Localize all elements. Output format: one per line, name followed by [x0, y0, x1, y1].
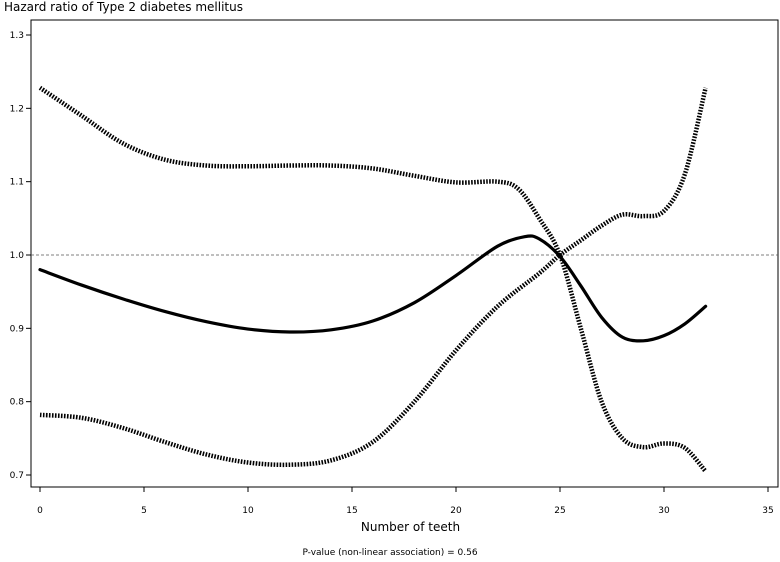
- y-tick-label-2: 0.9: [10, 324, 25, 334]
- x-tick-label-5: 25: [554, 506, 565, 516]
- x-tick-label-0: 0: [37, 506, 43, 516]
- x-tick-label-7: 35: [762, 506, 773, 516]
- y-tick-label-4: 1.1: [10, 178, 24, 188]
- axes: [30, 19, 779, 488]
- x-tick-label-6: 30: [658, 506, 670, 516]
- lower-ci-line: [39, 87, 708, 468]
- y-tick-label-1: 0.8: [10, 398, 25, 408]
- y-tick-label-3: 1.0: [10, 251, 25, 261]
- chart-title: Hazard ratio of Type 2 diabetes mellitus: [4, 0, 243, 14]
- upper-ci-line: [38, 85, 708, 473]
- hazard-ratio-line: [38, 234, 708, 343]
- x-tick-label-4: 20: [450, 506, 462, 516]
- y-tick-label-5: 1.2: [10, 104, 24, 114]
- ticks-group: 0 5 10 15 20 25 30 35 0.7 0.8 0.9 1.0 1.1 1.2 1.3: [10, 31, 774, 516]
- y-tick-label-0: 0.7: [10, 471, 24, 481]
- x-tick-label-1: 5: [141, 506, 147, 516]
- y-tick-label-6: 1.3: [10, 31, 24, 41]
- x-axis-label: Number of teeth: [361, 520, 460, 534]
- p-value-annotation: P-value (non-linear association) = 0.56: [302, 548, 478, 558]
- series-group: [38, 85, 708, 473]
- plot-frame: [30, 19, 779, 488]
- x-tick-label-2: 10: [242, 506, 254, 516]
- x-tick-label-3: 15: [346, 506, 357, 516]
